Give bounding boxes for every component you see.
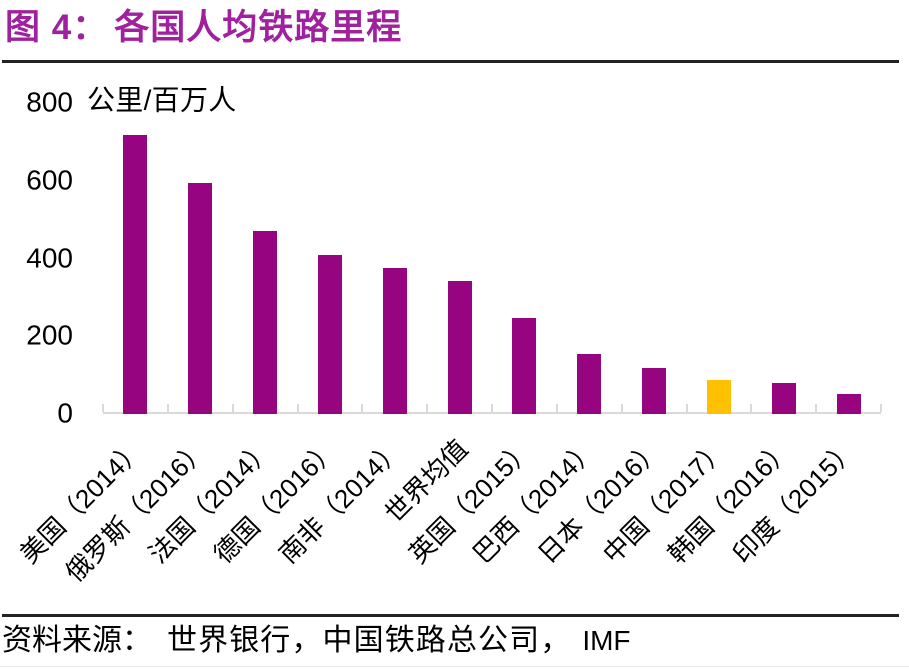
bar-英国（2015） [512, 317, 537, 414]
x-axis-tick-mark [750, 404, 753, 412]
bar-南非（2014） [382, 267, 407, 414]
source-note-label: 资料来源： [2, 624, 152, 657]
y-tick-label-200: 200 [26, 319, 73, 351]
figure-title: 图 4： 各国人均铁路里程 [5, 5, 402, 51]
x-axis-tick-mark [685, 404, 688, 412]
title-divider-line [2, 60, 899, 63]
source-note-latin: IMF [582, 625, 631, 656]
x-axis-tick-mark [491, 404, 493, 412]
source-note: 资料来源： 世界银行，中国铁路总公司， IMF [2, 622, 631, 660]
y-tick-label-0: 0 [57, 397, 73, 429]
bar-巴西（2014） [577, 353, 602, 414]
x-axis-tick-mark [231, 404, 234, 412]
page-bottom-border [0, 666, 909, 667]
x-axis-tick-mark [296, 404, 299, 412]
bar-德国（2016） [317, 255, 342, 414]
x-axis-tick-mark [102, 404, 104, 412]
x-axis-tick-mark [426, 404, 429, 412]
x-axis-tick-mark [166, 404, 169, 412]
x-axis-tick-mark [361, 404, 364, 412]
bar-美国（2014） [123, 134, 148, 414]
y-tick-label-800: 800 [26, 86, 73, 118]
bar-日本（2016） [642, 368, 667, 414]
y-tick-label-600: 600 [26, 164, 73, 196]
figure-title-text: 各国人均铁路里程 [114, 8, 403, 47]
source-note-text: 世界银行，中国铁路总公司， [167, 624, 572, 657]
bar-法国（2014） [253, 230, 278, 414]
bar-俄罗斯（2016） [188, 183, 213, 414]
bar-韩国（2016） [771, 382, 796, 414]
x-axis-tick-mark [880, 404, 882, 412]
x-axis-tick-mark [620, 404, 623, 412]
figure-number: 图 4： [5, 8, 109, 47]
x-axis-tick-mark [555, 404, 558, 412]
bar-世界均值 [447, 281, 472, 414]
bar-中国（2017） [706, 380, 731, 414]
x-axis-tick-mark [815, 404, 818, 412]
x-axis-line [103, 412, 881, 414]
bar-印度（2015） [836, 393, 861, 414]
y-tick-label-400: 400 [26, 241, 73, 273]
y-axis-unit-label: 公里/百万人 [87, 84, 237, 116]
footer-divider-line [2, 614, 899, 617]
